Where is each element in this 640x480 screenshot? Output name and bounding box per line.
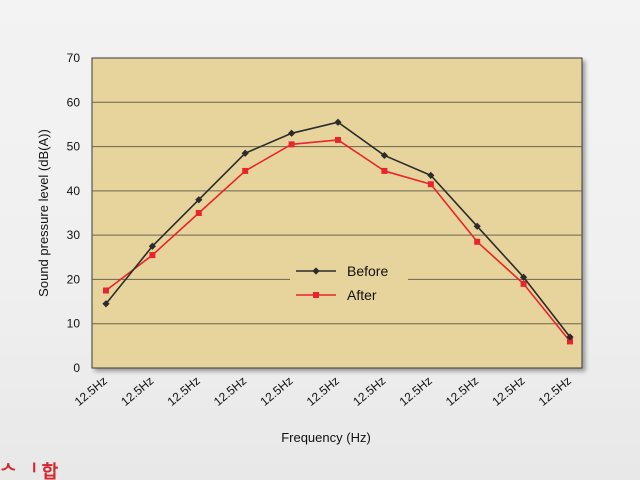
data-point-before — [334, 118, 342, 126]
data-point-after — [567, 338, 573, 345]
data-point-after — [381, 167, 388, 174]
series-before — [102, 118, 574, 341]
x-tick-label: 12.5Hz — [304, 374, 342, 409]
x-tick-label: 12.5Hz — [350, 374, 388, 409]
data-point-after — [474, 238, 481, 245]
y-tick-label: 70 — [67, 51, 81, 65]
y-tick-label: 20 — [67, 272, 81, 286]
x-tick-label: 12.5Hz — [489, 374, 527, 409]
data-point-before — [520, 273, 528, 281]
data-point-before — [380, 151, 388, 160]
legend: Before After — [290, 256, 408, 308]
data-point-before — [102, 300, 110, 308]
data-point-before — [195, 196, 203, 204]
x-tick-label: 12.5Hz — [211, 374, 249, 409]
corner-text: ᄉ ᅵ 합 — [0, 462, 58, 480]
data-point-after — [520, 280, 527, 287]
x-tick-label: 12.5Hz — [536, 374, 574, 409]
y-axis-title: Sound pressure level (dB(A)) — [36, 129, 51, 297]
series-after — [103, 136, 573, 345]
y-tick-label: 60 — [67, 95, 81, 109]
x-tick-label: 12.5Hz — [118, 374, 156, 409]
y-tick-label: 40 — [67, 184, 81, 198]
data-point-after — [242, 167, 249, 174]
data-point-before — [473, 222, 481, 230]
legend-label-after: After — [347, 287, 377, 303]
data-point-before — [566, 333, 574, 341]
x-tick-label: 12.5Hz — [397, 374, 435, 409]
x-axis-title: Frequency (Hz) — [281, 430, 371, 445]
y-tick-label: 50 — [67, 140, 81, 154]
x-tick-label: 12.5Hz — [165, 374, 203, 409]
data-point-after — [427, 181, 434, 188]
y-axis-ticks: 0 10 20 30 40 50 60 70 — [67, 51, 81, 375]
data-point-after — [288, 141, 295, 148]
y-tick-label: 0 — [73, 361, 80, 375]
y-tick-label: 30 — [67, 228, 81, 242]
legend-label-before: Before — [347, 263, 388, 279]
data-point-before — [148, 242, 156, 250]
y-tick-label: 10 — [67, 317, 81, 331]
data-point-after — [195, 210, 202, 216]
x-axis-ticks: 12.5Hz 12.5Hz 12.5Hz 12.5Hz 12.5Hz 12.5Hz 12.5… — [72, 374, 574, 409]
legend-marker-after — [313, 292, 319, 298]
data-point-before — [241, 149, 249, 157]
legend-marker-before — [312, 267, 320, 275]
series-group — [102, 118, 574, 345]
data-point-before — [288, 129, 296, 137]
x-tick-label: 12.5Hz — [443, 374, 481, 409]
x-tick-label: 12.5Hz — [257, 374, 295, 409]
x-tick-label: 12.5Hz — [72, 374, 110, 409]
data-point-after — [149, 252, 156, 259]
legend-box — [290, 256, 408, 308]
plot-area — [91, 57, 583, 369]
data-point-after — [103, 287, 109, 294]
data-point-before — [427, 171, 435, 179]
data-point-after — [335, 136, 341, 143]
